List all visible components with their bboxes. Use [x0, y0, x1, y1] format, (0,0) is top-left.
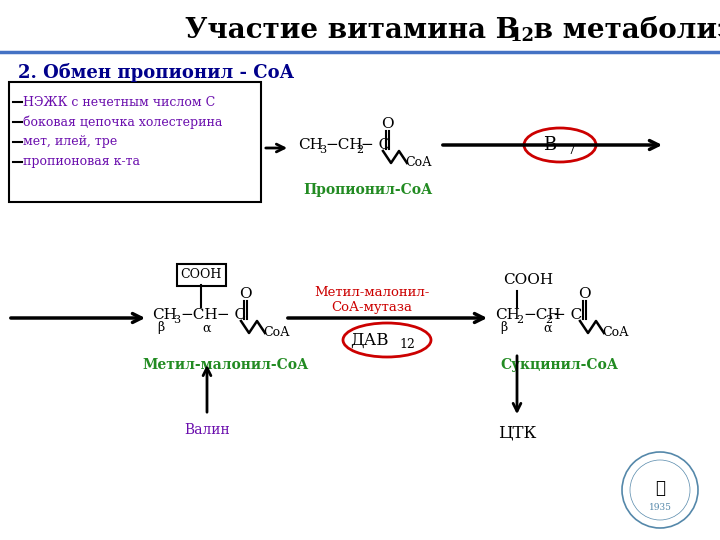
- Text: 2: 2: [545, 315, 552, 325]
- Text: СН: СН: [152, 308, 177, 322]
- Text: 1935: 1935: [649, 503, 672, 512]
- Text: в метаболизме: в метаболизме: [524, 17, 720, 44]
- Text: Пропионил-СоА: Пропионил-СоА: [303, 183, 432, 197]
- Text: −СН: −СН: [523, 308, 561, 322]
- Text: 3: 3: [319, 145, 326, 155]
- Text: −CH: −CH: [325, 138, 363, 152]
- Text: CH: CH: [298, 138, 323, 152]
- Text: В: В: [544, 136, 557, 154]
- Text: СООН: СООН: [180, 268, 222, 281]
- FancyBboxPatch shape: [9, 82, 261, 202]
- Text: НЭЖК с нечетным числом С: НЭЖК с нечетным числом С: [23, 96, 215, 109]
- Text: 3: 3: [173, 315, 180, 325]
- FancyBboxPatch shape: [177, 264, 226, 286]
- Text: α: α: [543, 321, 552, 334]
- Text: α: α: [202, 321, 210, 334]
- Text: − С: − С: [212, 308, 246, 322]
- Text: Сукцинил-СоА: Сукцинил-СоА: [500, 358, 618, 372]
- Text: β: β: [157, 321, 164, 334]
- Text: 🏛: 🏛: [655, 479, 665, 497]
- Text: Участие витамина В: Участие витамина В: [185, 17, 519, 44]
- Text: O: O: [577, 287, 590, 301]
- Text: СоА: СоА: [602, 327, 629, 340]
- Text: 12: 12: [510, 27, 535, 45]
- Text: боковая цепочка холестерина: боковая цепочка холестерина: [23, 115, 222, 129]
- Text: 2: 2: [516, 315, 523, 325]
- Text: СоА-мутаза: СоА-мутаза: [331, 300, 413, 314]
- Text: Валин: Валин: [184, 423, 230, 437]
- Text: −СН: −СН: [180, 308, 217, 322]
- Text: 12: 12: [399, 339, 415, 352]
- Text: O: O: [239, 287, 251, 301]
- Text: − C: − C: [361, 138, 390, 152]
- Text: пропионовая к-та: пропионовая к-та: [23, 156, 140, 168]
- Text: − С: − С: [553, 308, 582, 322]
- Text: O: O: [381, 117, 393, 131]
- Text: СН: СН: [495, 308, 520, 322]
- Text: 2: 2: [356, 145, 363, 155]
- Text: β: β: [500, 321, 508, 334]
- Text: ДАВ: ДАВ: [350, 332, 388, 348]
- Text: СоА: СоА: [405, 157, 431, 170]
- Text: СООН: СООН: [503, 273, 553, 287]
- Text: Метил-малонил-СоА: Метил-малонил-СоА: [142, 358, 308, 372]
- Text: мет, илей, тре: мет, илей, тре: [23, 136, 117, 148]
- Text: Метил-малонил-: Метил-малонил-: [315, 287, 430, 300]
- Text: ЦТК: ЦТК: [498, 424, 536, 442]
- Text: СоА: СоА: [263, 327, 289, 340]
- Text: 2. Обмен пропионил - СоА: 2. Обмен пропионил - СоА: [18, 63, 294, 82]
- Text: 7: 7: [568, 144, 576, 157]
